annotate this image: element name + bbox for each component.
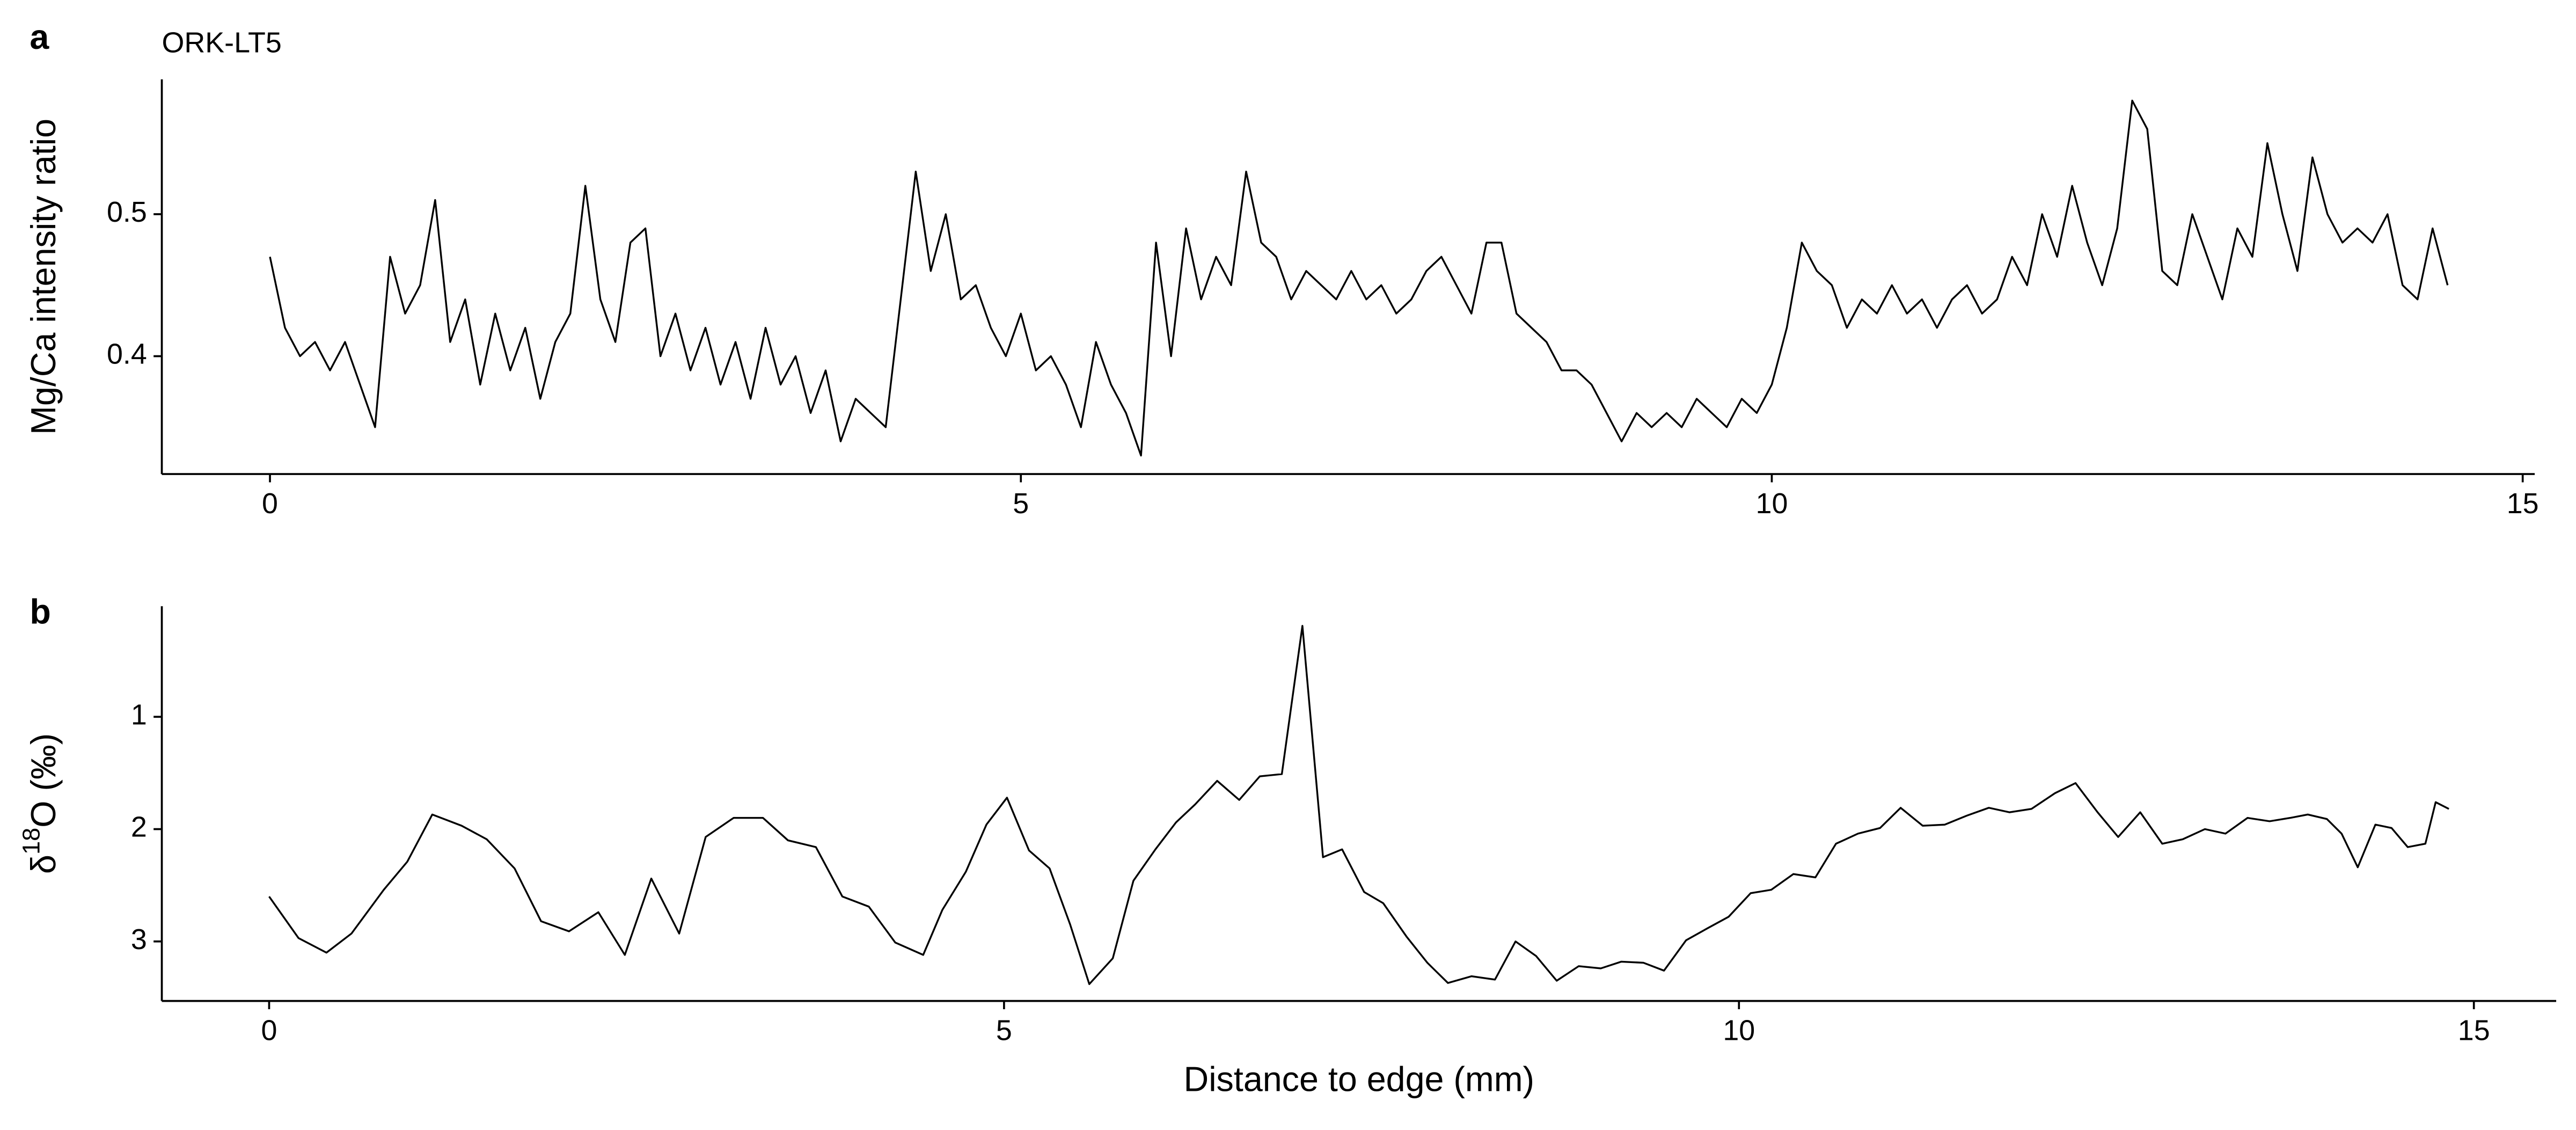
x-axis-title: Distance to edge (mm) bbox=[1184, 1060, 1535, 1098]
y-tick-label: 0.5 bbox=[107, 196, 147, 228]
x-tick-label: 0 bbox=[261, 1014, 277, 1046]
x-tick-label: 10 bbox=[1756, 487, 1788, 520]
data-line bbox=[269, 99, 2449, 457]
x-tick-label: 15 bbox=[2458, 1014, 2490, 1046]
y-tick-label: 3 bbox=[131, 923, 147, 956]
y-axis-title: δ18O (‰) bbox=[17, 733, 63, 874]
panel: 1 2 3 0 5 10 15 b δ18O (‰) Distance to edge (mm) bbox=[17, 593, 2557, 1098]
panel: 0.4 0.5 0 5 10 15 a ORK-LT5 Mg/Ca intensity rati… bbox=[24, 18, 2538, 520]
x-tick-label: 5 bbox=[1013, 487, 1029, 520]
subtitle: ORK-LT5 bbox=[162, 26, 282, 59]
y-tick-label: 2 bbox=[131, 811, 147, 843]
panel-label: a bbox=[30, 18, 49, 56]
data-line bbox=[268, 625, 2449, 985]
y-axis-title-part: 18 bbox=[17, 828, 45, 855]
y-tick-label: 1 bbox=[131, 699, 147, 731]
x-tick-label: 15 bbox=[2507, 487, 2539, 520]
y-tick-label: 0.4 bbox=[107, 338, 147, 370]
x-tick-label: 0 bbox=[262, 487, 278, 520]
y-axis-title-part: δ bbox=[24, 855, 63, 874]
panel-label: b bbox=[30, 593, 50, 631]
x-tick-label: 10 bbox=[1723, 1014, 1755, 1046]
y-axis-title-part: O (‰) bbox=[24, 733, 63, 828]
y-axis-title: Mg/Ca intensity ratio bbox=[24, 119, 63, 435]
x-tick-label: 5 bbox=[996, 1014, 1012, 1046]
